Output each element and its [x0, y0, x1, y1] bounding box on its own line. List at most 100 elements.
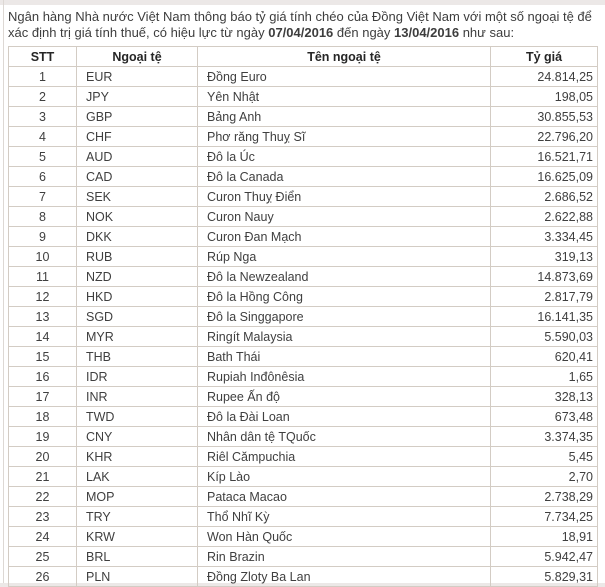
page-content: Ngân hàng Nhà nước Việt Nam thông báo tỷ… — [8, 9, 599, 587]
exchange-rate: 5,45 — [490, 446, 598, 467]
exchange-rate: 30.855,53 — [490, 106, 598, 127]
table-row: 1 EUR Đồng Euro 24.814,25 — [8, 66, 598, 87]
currency-name: Bảng Anh — [197, 106, 491, 127]
currency-name: Curon Thuỵ Điển — [197, 186, 491, 207]
exchange-rate: 24.814,25 — [490, 66, 598, 87]
exchange-rate: 2.738,29 — [490, 486, 598, 507]
row-number: 8 — [8, 206, 77, 227]
row-number: 22 — [8, 486, 77, 507]
row-number: 24 — [8, 526, 77, 547]
table-row: 15 THB Bath Thái 620,41 — [8, 346, 598, 367]
currency-code: KRW — [76, 526, 198, 547]
row-number: 16 — [8, 366, 77, 387]
exchange-rate: 16.625,09 — [490, 166, 598, 187]
exchange-rate: 14.873,69 — [490, 266, 598, 287]
exchange-rate: 2,70 — [490, 466, 598, 487]
exchange-rate: 328,13 — [490, 386, 598, 407]
currency-code: THB — [76, 346, 198, 367]
currency-name: Rupee Ấn độ — [197, 386, 491, 407]
table-row: 9 DKK Curon Đan Mạch 3.334,45 — [8, 226, 598, 247]
currency-name: Pataca Macao — [197, 486, 491, 507]
row-number: 14 — [8, 326, 77, 347]
currency-code: AUD — [76, 146, 198, 167]
header-currency-name: Tên ngoại tệ — [197, 46, 491, 67]
currency-code: CHF — [76, 126, 198, 147]
currency-code: TRY — [76, 506, 198, 527]
row-number: 12 — [8, 286, 77, 307]
currency-name: Riêl Cămpuchia — [197, 446, 491, 467]
currency-name: Rin Brazin — [197, 546, 491, 567]
currency-code: KHR — [76, 446, 198, 467]
exchange-rate: 18,91 — [490, 526, 598, 547]
table-header-row: STT Ngoại tệ Tên ngoại tệ Tỷ giá — [8, 46, 598, 67]
currency-code: CAD — [76, 166, 198, 187]
row-number: 15 — [8, 346, 77, 367]
table-row: 17 INR Rupee Ấn độ 328,13 — [8, 386, 598, 407]
exchange-rate: 7.734,25 — [490, 506, 598, 527]
exchange-rate: 3.334,45 — [490, 226, 598, 247]
exchange-rate: 5.829,31 — [490, 566, 598, 587]
row-number: 4 — [8, 126, 77, 147]
exchange-rate: 620,41 — [490, 346, 598, 367]
row-number: 18 — [8, 406, 77, 427]
table-row: 12 HKD Đô la Hồng Công 2.817,79 — [8, 286, 598, 307]
currency-code: MOP — [76, 486, 198, 507]
table-row: 4 CHF Phơ răng Thuỵ Sĩ 22.796,20 — [8, 126, 598, 147]
currency-code: GBP — [76, 106, 198, 127]
currency-code: TWD — [76, 406, 198, 427]
currency-name: Nhân dân tệ TQuốc — [197, 426, 491, 447]
exchange-rates-table: STT Ngoại tệ Tên ngoại tệ Tỷ giá 1 EUR Đồn… — [8, 46, 598, 587]
currency-name: Đô la Úc — [197, 146, 491, 167]
currency-name: Curon Đan Mạch — [197, 226, 491, 247]
table-row: 14 MYR Ringít Malaysia 5.590,03 — [8, 326, 598, 347]
currency-code: DKK — [76, 226, 198, 247]
table-row: 19 CNY Nhân dân tệ TQuốc 3.374,35 — [8, 426, 598, 447]
table-row: 2 JPY Yên Nhật 198,05 — [8, 86, 598, 107]
table-row: 25 BRL Rin Brazin 5.942,47 — [8, 546, 598, 567]
currency-code: INR — [76, 386, 198, 407]
announcement-text-after: như sau: — [459, 24, 515, 40]
currency-name: Ringít Malaysia — [197, 326, 491, 347]
row-number: 20 — [8, 446, 77, 467]
currency-name: Đồng Zloty Ba Lan — [197, 566, 491, 587]
table-row: 6 CAD Đô la Canada 16.625,09 — [8, 166, 598, 187]
effective-date-to: 13/04/2016 — [394, 24, 460, 40]
currency-name: Đô la Singgapore — [197, 306, 491, 327]
table-row: 3 GBP Bảng Anh 30.855,53 — [8, 106, 598, 127]
currency-code: PLN — [76, 566, 198, 587]
currency-name: Rupiah Inđônêsia — [197, 366, 491, 387]
row-number: 2 — [8, 86, 77, 107]
currency-code: HKD — [76, 286, 198, 307]
page-left-border — [3, 0, 4, 587]
table-row: 5 AUD Đô la Úc 16.521,71 — [8, 146, 598, 167]
row-number: 10 — [8, 246, 77, 267]
currency-code: LAK — [76, 466, 198, 487]
exchange-rate: 198,05 — [490, 86, 598, 107]
exchange-rate: 16.521,71 — [490, 146, 598, 167]
row-number: 7 — [8, 186, 77, 207]
currency-code: NZD — [76, 266, 198, 287]
currency-name: Phơ răng Thuỵ Sĩ — [197, 126, 491, 147]
announcement-text-before: Ngân hàng Nhà nước Việt Nam thông báo tỷ… — [8, 9, 592, 40]
row-number: 5 — [8, 146, 77, 167]
header-rate: Tỷ giá — [490, 46, 598, 67]
currency-name: Won Hàn Quốc — [197, 526, 491, 547]
currency-name: Yên Nhật — [197, 86, 491, 107]
page-top-band — [0, 0, 605, 5]
currency-code: NOK — [76, 206, 198, 227]
exchange-rate: 5.590,03 — [490, 326, 598, 347]
currency-name: Thổ Nhĩ Kỳ — [197, 506, 491, 527]
table-row: 26 PLN Đồng Zloty Ba Lan 5.829,31 — [8, 566, 598, 587]
table-row: 8 NOK Curon Nauy 2.622,88 — [8, 206, 598, 227]
currency-code: SGD — [76, 306, 198, 327]
row-number: 17 — [8, 386, 77, 407]
exchange-rate: 22.796,20 — [490, 126, 598, 147]
currency-name: Đô la Hồng Công — [197, 286, 491, 307]
currency-name: Đồng Euro — [197, 66, 491, 87]
table-row: 7 SEK Curon Thuỵ Điển 2.686,52 — [8, 186, 598, 207]
exchange-rate: 2.622,88 — [490, 206, 598, 227]
announcement-text: Ngân hàng Nhà nước Việt Nam thông báo tỷ… — [8, 9, 599, 40]
row-number: 6 — [8, 166, 77, 187]
exchange-rate: 319,13 — [490, 246, 598, 267]
row-number: 9 — [8, 226, 77, 247]
